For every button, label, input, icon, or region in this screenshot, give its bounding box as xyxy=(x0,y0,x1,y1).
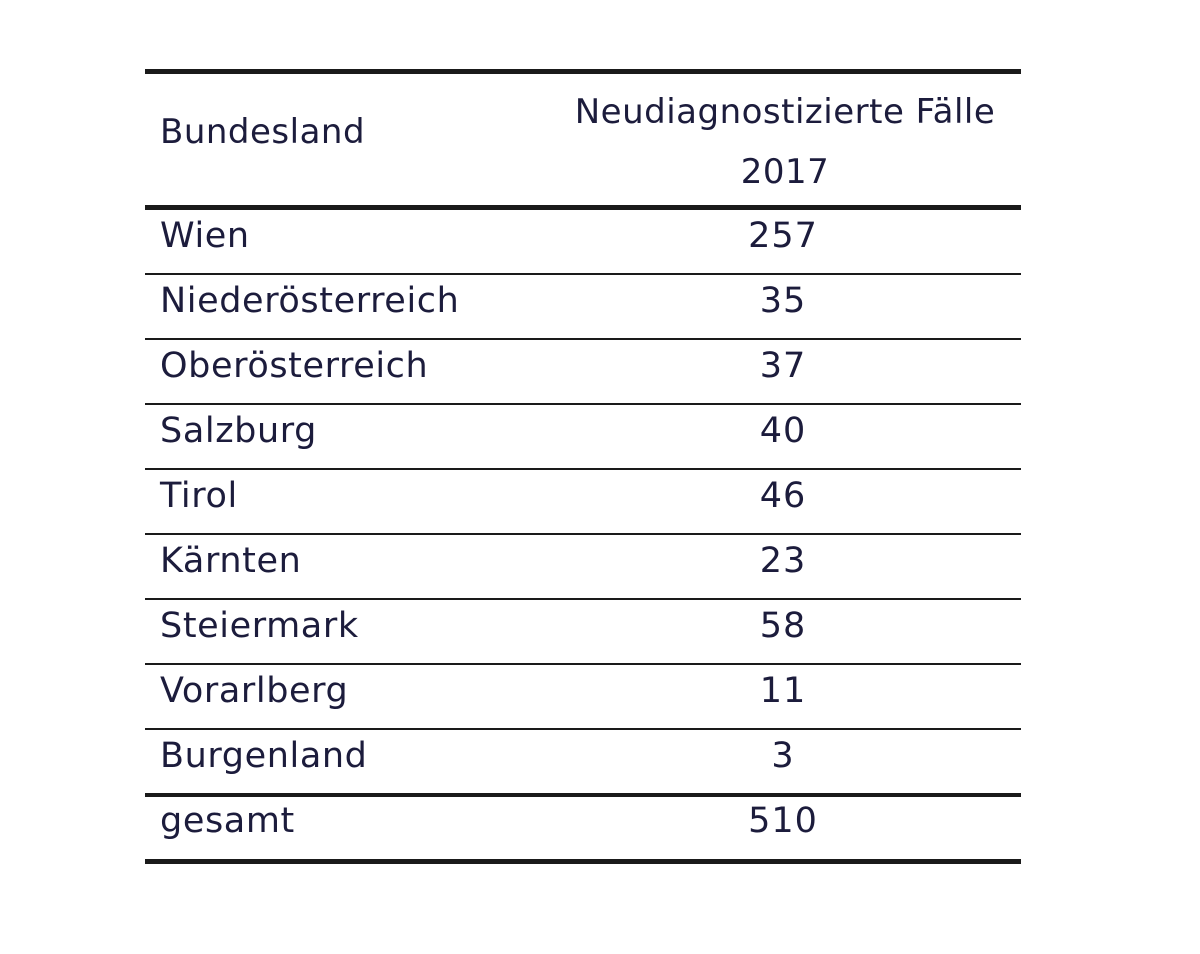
row-label: Tirol xyxy=(160,476,238,516)
row-label: Kärnten xyxy=(160,541,302,581)
row-value: 3 xyxy=(771,736,795,776)
table-body: Wien 257 Niederösterreich 35 Oberösterreich 3… xyxy=(145,210,1021,793)
header-rule xyxy=(145,205,1021,210)
row-label: Niederösterreich xyxy=(160,281,460,321)
row-value: 46 xyxy=(759,476,807,516)
row-divider xyxy=(145,728,1021,730)
table-row: Kärnten 23 xyxy=(145,535,1021,598)
table-row: Steiermark 58 xyxy=(145,600,1021,663)
table-row: Tirol 46 xyxy=(145,470,1021,533)
row-label: Burgenland xyxy=(160,736,368,776)
row-label: Wien xyxy=(160,216,250,256)
header-cases-line2: 2017 xyxy=(740,152,830,192)
table-row: Oberösterreich 37 xyxy=(145,340,1021,403)
total-rule xyxy=(145,793,1021,797)
header-bundesland: Bundesland xyxy=(160,112,366,152)
row-divider xyxy=(145,338,1021,340)
row-divider xyxy=(145,533,1021,535)
row-divider xyxy=(145,468,1021,470)
row-value: 23 xyxy=(759,541,807,581)
row-value: 11 xyxy=(759,671,807,711)
data-table: Bundesland Neudiagnostizierte Fälle 2017… xyxy=(145,69,1021,864)
table-row: Niederösterreich 35 xyxy=(145,275,1021,338)
row-divider xyxy=(145,403,1021,405)
header-cases-line1: Neudiagnostizierte Fälle xyxy=(574,92,996,132)
table-row: Burgenland 3 xyxy=(145,730,1021,793)
table-header: Bundesland Neudiagnostizierte Fälle 2017 xyxy=(145,74,1021,205)
header-cases: Neudiagnostizierte Fälle 2017 xyxy=(565,82,1005,202)
total-row: gesamt 510 xyxy=(145,797,1021,859)
row-divider xyxy=(145,273,1021,275)
total-value: 510 xyxy=(748,801,818,841)
row-label: Vorarlberg xyxy=(160,671,349,711)
row-divider xyxy=(145,663,1021,665)
row-value: 58 xyxy=(759,606,807,646)
row-divider xyxy=(145,598,1021,600)
table-row: Vorarlberg 11 xyxy=(145,665,1021,728)
bottom-rule xyxy=(145,859,1021,864)
row-label: Oberösterreich xyxy=(160,346,429,386)
row-value: 40 xyxy=(759,411,807,451)
table-row: Salzburg 40 xyxy=(145,405,1021,468)
row-label: Steiermark xyxy=(160,606,359,646)
row-value: 37 xyxy=(759,346,807,386)
table-row: Wien 257 xyxy=(145,210,1021,273)
total-label: gesamt xyxy=(160,801,295,841)
row-value: 257 xyxy=(748,216,818,256)
row-label: Salzburg xyxy=(160,411,317,451)
top-rule xyxy=(145,69,1021,74)
row-value: 35 xyxy=(759,281,807,321)
